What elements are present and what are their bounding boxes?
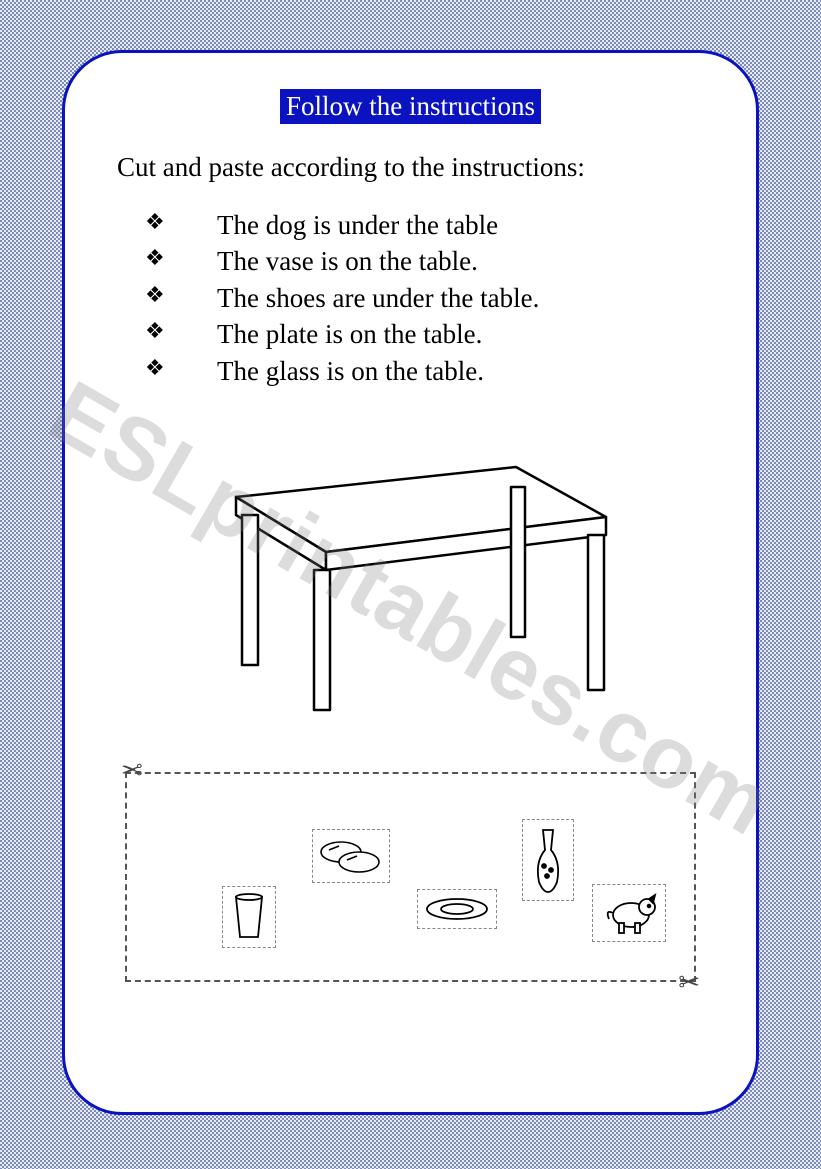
- table-icon: [196, 437, 626, 717]
- instruction-item: The vase is on the table.: [145, 243, 716, 279]
- table-illustration: [105, 437, 716, 722]
- vase-icon: [529, 826, 567, 894]
- plate-icon: [424, 896, 490, 922]
- worksheet-card: Follow the instructions Cut and paste ac…: [62, 50, 759, 1115]
- worksheet-title: Follow the instructions: [280, 89, 541, 124]
- cut-item-dog: [592, 884, 666, 942]
- shoes-icon: [319, 836, 383, 876]
- worksheet-subtitle: Cut and paste according to the instructi…: [117, 152, 716, 183]
- cut-item-shoes: [312, 829, 390, 883]
- dog-icon: [599, 891, 659, 935]
- instruction-item: The shoes are under the table.: [145, 280, 716, 316]
- instruction-item: The glass is on the table.: [145, 353, 716, 389]
- cut-item-glass: [222, 886, 276, 948]
- cut-item-vase: [522, 819, 574, 901]
- instruction-item: The plate is on the table.: [145, 316, 716, 352]
- glass-icon: [232, 893, 266, 941]
- instruction-item: The dog is under the table: [145, 207, 716, 243]
- cut-box: ✂ ✂: [125, 772, 696, 982]
- title-wrap: Follow the instructions: [105, 89, 716, 124]
- cut-items: [127, 774, 694, 980]
- cut-item-plate: [417, 889, 497, 929]
- instruction-list: The dog is under the table The vase is o…: [145, 207, 716, 389]
